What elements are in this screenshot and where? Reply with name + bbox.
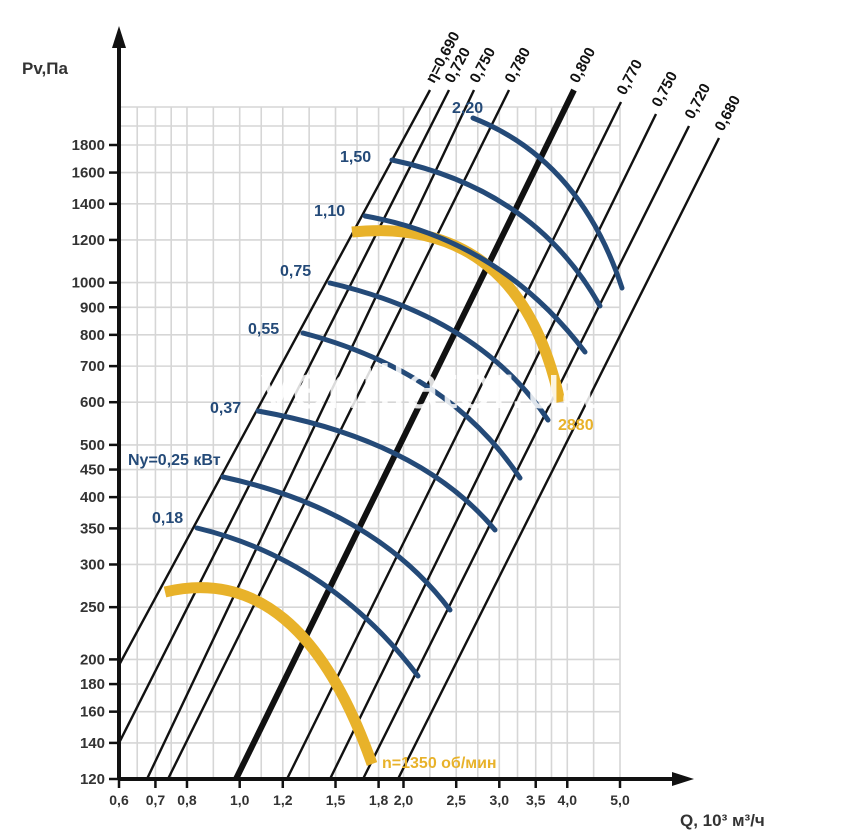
efficiency-line [166, 89, 511, 780]
power-label: Ny=0,25 кВт [128, 452, 221, 469]
x-axis-title: Q, 10³ м³/ч [680, 811, 765, 830]
x-tick-label: 0,8 [177, 792, 197, 808]
x-tick-label: 2,5 [446, 792, 466, 808]
efficiency-label: 0,750 [649, 69, 682, 110]
efficiency-line [233, 88, 577, 781]
y-tick-label: 1400 [72, 196, 105, 213]
y-axis-arrow [112, 26, 126, 48]
speed-curves [163, 225, 566, 766]
x-tick-label: 1,0 [230, 792, 250, 808]
x-tick-label: 4,0 [558, 792, 578, 808]
efficiency-line [361, 125, 691, 780]
y-tick-label: 250 [80, 599, 105, 616]
efficiency-label: 0,780 [502, 45, 535, 86]
speed-label: 2880 [558, 417, 594, 434]
power-curve [362, 213, 588, 355]
watermark: ventilator.ua [261, 353, 596, 422]
y-tick-label: 1000 [72, 275, 105, 292]
power-label: 0,75 [280, 263, 311, 280]
chart-axes [109, 26, 694, 788]
y-tick-label: 300 [80, 556, 105, 573]
power-curves [194, 115, 625, 679]
y-tick-label: 1600 [72, 165, 105, 182]
y-tick-label: 160 [80, 704, 105, 721]
power-curve [327, 280, 551, 423]
y-tick-label: 140 [80, 735, 105, 752]
power-label: 1,10 [314, 203, 345, 220]
y-tick-label: 600 [80, 394, 105, 411]
y-tick-label: 900 [80, 299, 105, 316]
x-tick-label: 5,0 [610, 792, 630, 808]
y-tick-label: 200 [80, 651, 105, 668]
x-tick-label: 0,7 [146, 792, 166, 808]
efficiency-label: 0,720 [682, 81, 715, 122]
y-tick-label: 350 [80, 520, 105, 537]
power-label: 0,18 [152, 510, 183, 527]
efficiency-line [116, 89, 432, 668]
power-curve [194, 525, 421, 679]
power-label: 2,20 [452, 100, 483, 117]
speed-curve [351, 225, 566, 404]
power-label: 1,50 [340, 149, 371, 166]
y-tick-label: 180 [80, 676, 105, 693]
x-tick-label: 1,5 [326, 792, 346, 808]
y-tick-label: 400 [80, 489, 105, 506]
y-tick-label: 800 [80, 327, 105, 344]
power-curve [470, 115, 625, 291]
power-curve [220, 474, 453, 613]
power-label: 0,55 [248, 321, 279, 338]
efficiency-label: 0,750 [467, 45, 500, 86]
y-axis-title: Pv,Па [22, 59, 68, 78]
x-tick-label: 3,0 [490, 792, 510, 808]
x-tick-label: 2,0 [394, 792, 414, 808]
x-tick-label: 1,8 [369, 792, 389, 808]
efficiency-label: 0,800 [567, 45, 600, 86]
y-tick-label: 450 [80, 462, 105, 479]
power-curve [389, 157, 603, 309]
power-label: 0,37 [210, 400, 241, 417]
x-axis-arrow [672, 772, 694, 786]
y-tick-label: 1200 [72, 232, 105, 249]
y-tick-label: 1800 [72, 137, 105, 154]
y-tick-label: 500 [80, 437, 105, 454]
efficiency-label: 0,770 [614, 57, 647, 98]
efficiency-line [396, 137, 721, 780]
y-tick-label: 700 [80, 358, 105, 375]
x-tick-label: 3,5 [526, 792, 546, 808]
speed-curve [163, 582, 378, 766]
power-curve [300, 330, 523, 481]
y-tick-label: 120 [80, 771, 105, 788]
efficiency-line [145, 89, 476, 780]
speed-label: n=1350 об/мин [382, 755, 497, 772]
power-curve [255, 408, 498, 533]
efficiency-line [285, 101, 623, 780]
x-tick-label: 0,6 [109, 792, 129, 808]
x-tick-label: 1,2 [273, 792, 293, 808]
efficiency-label: 0,680 [712, 93, 745, 134]
